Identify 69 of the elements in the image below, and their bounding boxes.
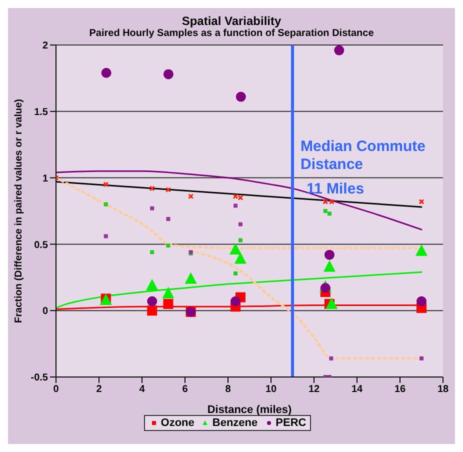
legend-label: Benzene xyxy=(211,417,258,429)
point xyxy=(232,194,238,200)
point xyxy=(322,198,328,204)
x-tick-label: 14 xyxy=(351,384,363,396)
point xyxy=(188,194,194,200)
y-tick-label: 1.5 xyxy=(34,106,48,118)
point xyxy=(420,356,424,360)
point xyxy=(234,252,246,264)
y-tick-label: -0.5 xyxy=(30,372,48,384)
point xyxy=(162,286,174,298)
point xyxy=(238,238,242,242)
x-tick-label: 4 xyxy=(139,384,146,396)
y-tick-label: 2 xyxy=(42,40,48,52)
line-series xyxy=(56,271,422,309)
ref-line-label: Median Commute Distance xyxy=(300,138,426,173)
point xyxy=(166,244,170,248)
point xyxy=(236,92,246,102)
point xyxy=(238,222,242,226)
point xyxy=(328,198,334,204)
point xyxy=(418,198,424,204)
point xyxy=(323,260,336,272)
legend-label: Ozone xyxy=(160,417,194,429)
point xyxy=(150,206,154,210)
point xyxy=(327,212,332,216)
point xyxy=(104,234,108,238)
point xyxy=(147,296,158,306)
point xyxy=(230,243,242,255)
point xyxy=(324,250,334,260)
point xyxy=(234,204,238,208)
point xyxy=(416,296,426,306)
point xyxy=(238,194,244,200)
legend-label: PERC xyxy=(274,417,306,429)
point xyxy=(323,209,328,213)
point xyxy=(334,45,344,56)
point xyxy=(329,356,334,360)
y-tick-label: 0.5 xyxy=(34,240,48,251)
point xyxy=(146,278,158,290)
point xyxy=(326,297,338,309)
chart-subtitle: Paired Hourly Samples as a function of Separation Distance xyxy=(88,28,375,39)
point xyxy=(104,202,108,206)
point xyxy=(163,298,174,309)
x-tick-label: 12 xyxy=(308,384,320,396)
x-tick-label: 6 xyxy=(182,384,188,396)
x-tick-label: 2 xyxy=(96,384,102,396)
x-axis-title: Distance (miles) xyxy=(207,404,292,416)
point xyxy=(163,69,174,80)
chart-title: Spatial Variability xyxy=(180,13,282,28)
point xyxy=(147,306,158,316)
point xyxy=(103,182,109,188)
point xyxy=(320,283,330,294)
x-tick-label: 18 xyxy=(437,384,449,396)
y-tick-label: 1 xyxy=(42,173,48,184)
x-tick-label: 0 xyxy=(53,384,60,396)
point xyxy=(416,244,428,256)
y-tick-label: 0 xyxy=(42,306,48,318)
y-axis-title: Fraction (Difference in paired values or r value) xyxy=(14,99,25,323)
point xyxy=(101,68,112,78)
point xyxy=(184,272,197,284)
point xyxy=(165,187,171,192)
point xyxy=(166,216,170,221)
line-series xyxy=(56,170,422,230)
point xyxy=(149,186,155,192)
x-tick-label: 8 xyxy=(225,384,232,396)
x-tick-label: 16 xyxy=(394,384,406,396)
annotation: 11 Miles xyxy=(306,180,364,198)
point xyxy=(150,250,154,254)
x-tick-label: 10 xyxy=(265,384,277,396)
point xyxy=(234,271,238,276)
point xyxy=(230,296,241,306)
